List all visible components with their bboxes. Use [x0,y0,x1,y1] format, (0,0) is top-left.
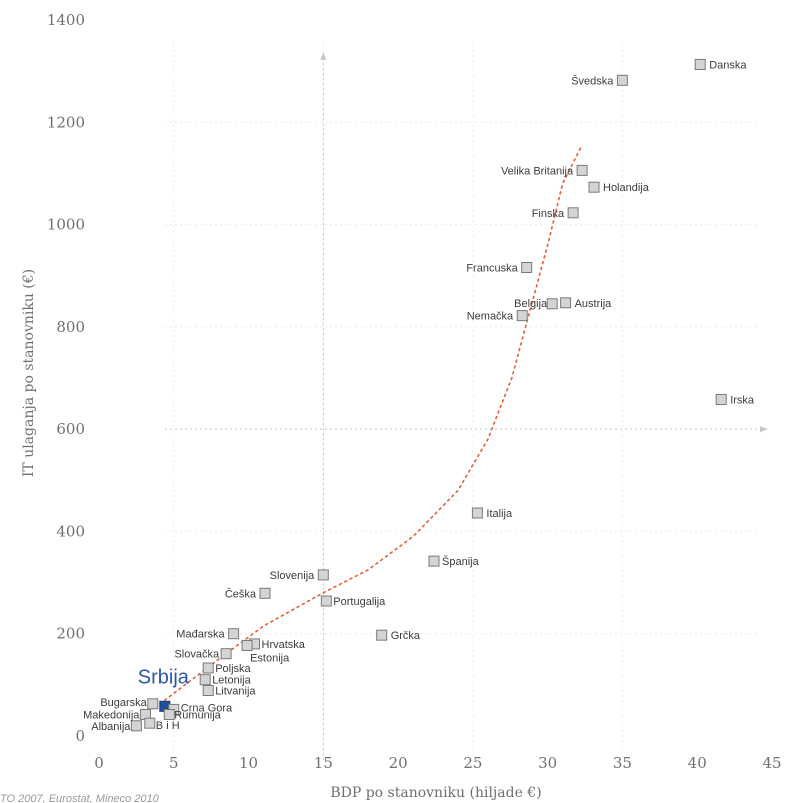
data-point-austrija [560,297,572,309]
data-label-irska: Irska [730,395,755,407]
x-tick-label: 35 [613,754,632,772]
data-point-portugalija [320,595,332,607]
data-label-italija: Italija [486,508,513,520]
x-tick-label: 30 [538,754,557,772]
data-point-holandija [588,181,600,193]
y-tick-label: 200 [56,625,85,643]
data-label-finska: Finska [532,208,565,220]
data-point-ma-arska [228,628,240,640]
data-label--panija: Španija [442,555,480,568]
trend-line [164,147,582,701]
data-label-slova-ka: Slovačka [174,649,220,661]
data-point-b-i-h [144,717,156,729]
x-tick-label: 5 [169,754,179,772]
data-point-italija [471,507,483,519]
data-label-makedonija: Makedonija [83,710,140,722]
x-tick-label: 45 [762,754,781,772]
data-label-ma-arska: Mađarska [176,629,225,641]
data-label-crna-gora: Crna Gora [181,702,233,714]
x-tick-label: 20 [389,754,408,772]
data-point-estonija [241,640,253,651]
data-point-francuska [521,262,533,273]
data-label-holandija: Holandija [603,182,650,194]
vertical-guide-arrow [320,52,327,60]
data-label-b-i-h: B i H [156,720,180,732]
data-point-litvanija [202,685,214,696]
data-point-rumunija [163,709,175,720]
data-label-poljska: Poljska [215,663,251,675]
data-label-gr-ka: Grčka [391,630,421,642]
data-point-belgija [546,298,558,310]
x-tick-label: 10 [239,754,258,772]
x-tick-label: 15 [314,754,333,772]
x-axis-ticks: 0 5 10 15 20 25 30 35 40 45 [94,754,781,772]
y-tick-label: 1200 [47,113,85,131]
data-point-slovenija [317,569,329,581]
data-point-irska [715,394,727,405]
data-point-poljska [202,662,214,674]
data-label-portugalija: Portugalija [333,596,386,608]
data-label-velika-britanija: Velika Britanija [501,165,574,177]
data-point-albanija [130,720,142,732]
data-labels: Danska Švedska Velika Britanija Holandija Fi… [83,60,755,733]
y-axis-ticks: 0 200 400 600 800 1000 1200 1400 [47,11,85,745]
x-tick-label: 40 [688,754,707,772]
data-point--e-ka [259,587,271,599]
data-label-slovenija: Slovenija [270,570,316,582]
x-axis-title: BDP po stanovniku (hiljade €) [330,785,541,801]
data-point-bugarska [147,698,159,710]
data-label-rumunija: Rumunija [174,710,221,722]
data-label-belgija: Belgija [514,298,548,310]
x-tick-label: 0 [94,754,104,772]
data-point-gr-ka [376,629,388,641]
data-label-francuska: Francuska [466,263,518,275]
data-point-slova-ka [220,648,232,660]
quadrant-guides [165,52,768,760]
data-label-litvanija: Litvanija [215,686,256,698]
data-point-nema-ka [516,310,528,322]
data-label-albanija: Albanija [91,721,131,733]
data-points [130,59,727,732]
data-point-danska [694,59,706,70]
data-label-srbija: Srbija [138,666,190,688]
data-label-letonija: Letonija [212,675,251,687]
data-label-bugarska: Bugarska [100,697,147,709]
data-label-hrvatska: Hrvatska [262,639,306,651]
data-label--e-ka: Češka [225,587,257,600]
data-label-estonija: Estonija [250,653,290,665]
data-label-austrija: Austrija [575,298,613,310]
x-tick-label: 25 [463,754,482,772]
y-tick-label: 1000 [47,216,85,234]
y-tick-label: 0 [75,727,85,745]
horizontal-guide-arrow [760,426,768,433]
data-point-letonija [199,674,211,686]
y-tick-label: 800 [56,318,85,336]
data-point--vedska [616,74,628,86]
data-label-danska: Danska [709,60,747,72]
y-tick-label: 600 [56,420,85,438]
y-axis-title: IT ulaganja po stanovniku (€) [21,269,37,477]
y-tick-label: 1400 [47,11,85,29]
data-label--vedska: Švedska [571,74,614,87]
source-note: TO 2007, Eurostat, Mineco 2010 [0,793,160,803]
data-label-nema-ka: Nemačka [467,311,514,323]
data-point--panija [428,555,440,567]
data-point-finska [567,207,579,219]
data-point-velika-britanija [576,164,588,176]
y-tick-label: 400 [56,522,85,540]
